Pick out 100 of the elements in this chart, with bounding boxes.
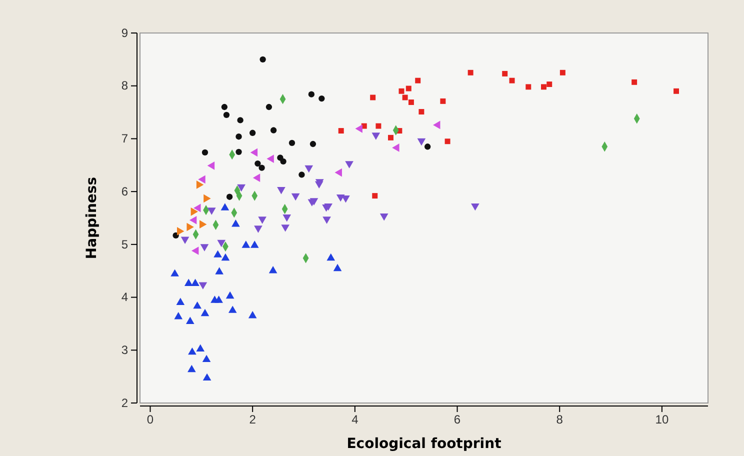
point	[260, 56, 266, 63]
point	[268, 266, 278, 274]
point	[266, 154, 274, 163]
point	[177, 227, 184, 236]
point	[304, 165, 314, 173]
point	[220, 203, 230, 210]
x-tick-label: 2	[249, 412, 256, 427]
point	[258, 216, 266, 224]
point	[214, 250, 222, 258]
point	[502, 70, 508, 76]
point	[221, 104, 228, 110]
point	[370, 94, 376, 100]
y-tick-label: 3	[121, 342, 128, 357]
point	[440, 98, 446, 104]
point	[190, 207, 198, 216]
point	[236, 148, 242, 156]
point	[334, 168, 342, 177]
point	[226, 194, 233, 200]
point	[196, 344, 205, 352]
point	[207, 208, 216, 215]
point	[468, 70, 474, 76]
point	[221, 253, 230, 261]
point	[417, 138, 426, 146]
point	[250, 240, 259, 248]
point	[236, 134, 242, 140]
point	[250, 148, 258, 157]
y-tick-label: 4	[121, 290, 128, 304]
point	[188, 364, 196, 372]
point	[189, 216, 197, 224]
point	[186, 222, 194, 232]
point	[376, 123, 382, 129]
point	[418, 109, 424, 114]
point	[226, 291, 234, 299]
point	[207, 162, 215, 170]
x-tick-label: 10	[655, 412, 669, 427]
point	[338, 128, 344, 134]
x-tick-label: 4	[352, 412, 359, 427]
y-tick-label: 7	[121, 132, 128, 146]
point	[526, 84, 532, 90]
point	[180, 236, 190, 244]
y-tick-label: 6	[121, 184, 128, 198]
point	[282, 214, 292, 222]
point	[398, 88, 404, 94]
point	[415, 78, 421, 84]
point	[202, 149, 208, 156]
point	[380, 213, 388, 221]
point	[280, 158, 286, 165]
y-tick-label: 2	[121, 396, 128, 410]
point	[298, 172, 305, 178]
point	[193, 301, 202, 309]
point	[254, 160, 261, 167]
point	[291, 193, 300, 201]
point	[342, 196, 350, 203]
point	[254, 226, 262, 233]
point	[310, 140, 316, 148]
point	[191, 246, 199, 255]
point	[217, 240, 226, 248]
point	[392, 144, 400, 152]
point	[194, 204, 201, 212]
point	[424, 144, 431, 150]
point	[444, 138, 450, 144]
point	[355, 124, 362, 133]
point	[223, 112, 230, 118]
point	[215, 267, 224, 274]
point	[541, 84, 546, 90]
point	[191, 278, 200, 286]
point	[200, 220, 207, 229]
point	[308, 91, 315, 98]
point	[170, 269, 179, 276]
point	[200, 308, 210, 316]
point	[198, 175, 206, 184]
x-tick-label: 8	[556, 412, 564, 427]
point	[242, 240, 250, 248]
point	[214, 296, 223, 303]
x-tick-label: 6	[454, 412, 461, 427]
y-tick-label: 9	[121, 26, 128, 40]
point	[176, 298, 185, 305]
point	[345, 161, 354, 168]
point	[270, 127, 277, 134]
point	[509, 78, 515, 84]
point	[372, 132, 380, 140]
point	[252, 174, 260, 182]
point	[281, 224, 290, 232]
point	[184, 278, 193, 286]
point	[248, 310, 257, 318]
point	[188, 347, 196, 355]
point	[249, 130, 256, 136]
point	[186, 316, 194, 324]
x-axis-title: Ecological footprint	[346, 436, 502, 452]
y-axis-title: Happiness	[84, 176, 100, 260]
point	[258, 164, 265, 171]
point	[326, 253, 336, 261]
y-tick-label: 5	[121, 237, 128, 252]
point	[674, 88, 680, 94]
point	[237, 117, 244, 124]
point	[406, 86, 412, 92]
point	[232, 220, 240, 227]
point	[388, 134, 394, 140]
point	[174, 312, 183, 320]
y-tick-label: 8	[121, 78, 128, 93]
